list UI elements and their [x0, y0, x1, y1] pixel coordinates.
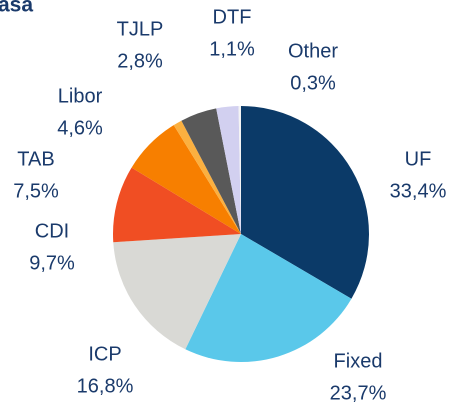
- chart-title: asa: [0, 0, 33, 17]
- slice-label: CDI: [35, 220, 69, 242]
- pie-slice: [185, 234, 352, 362]
- pie-slice: [216, 106, 241, 234]
- pie-slice: [113, 167, 241, 243]
- slice-value-label: 16,8%: [77, 375, 134, 397]
- slice-label: Other: [288, 40, 338, 62]
- pie-slice: [238, 106, 241, 234]
- slice-label: ICP: [88, 343, 121, 365]
- slice-value-label: 1,1%: [209, 38, 255, 60]
- pie-slice: [131, 125, 241, 234]
- slice-label: Fixed: [334, 350, 383, 372]
- pie-slice: [181, 108, 241, 234]
- slice-value-label: 4,6%: [57, 117, 103, 139]
- slice-label: DTF: [213, 6, 252, 28]
- pie-slice: [241, 106, 369, 299]
- slice-label: UF: [405, 148, 432, 170]
- slice-label: TJLP: [117, 18, 164, 40]
- slice-label: TAB: [17, 148, 54, 170]
- slice-value-label: 9,7%: [29, 252, 75, 274]
- pie-slice: [113, 234, 241, 350]
- slice-label: Libor: [58, 85, 103, 107]
- slice-value-label: 33,4%: [390, 180, 447, 202]
- slice-value-label: 23,7%: [330, 382, 387, 404]
- slice-value-label: 2,8%: [117, 50, 163, 72]
- slice-value-label: 7,5%: [13, 180, 59, 202]
- slice-value-label: 0,3%: [290, 72, 336, 94]
- pie-slice: [173, 120, 241, 234]
